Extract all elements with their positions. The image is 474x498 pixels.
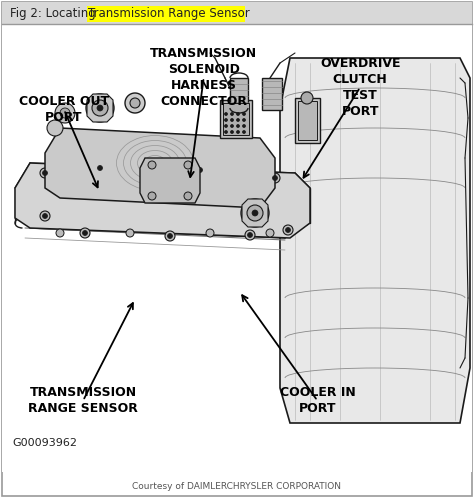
Text: COOLER OUT
PORT: COOLER OUT PORT xyxy=(19,95,109,124)
Circle shape xyxy=(225,113,228,116)
Circle shape xyxy=(243,113,246,116)
Bar xyxy=(220,100,252,138)
Circle shape xyxy=(43,214,47,219)
Circle shape xyxy=(230,113,234,116)
Bar xyxy=(230,78,248,108)
Circle shape xyxy=(237,130,239,133)
Circle shape xyxy=(243,119,246,122)
Circle shape xyxy=(270,173,280,183)
Circle shape xyxy=(98,165,102,170)
Circle shape xyxy=(184,161,192,169)
Circle shape xyxy=(247,233,253,238)
Circle shape xyxy=(43,170,47,175)
Circle shape xyxy=(148,192,156,200)
Circle shape xyxy=(301,92,313,104)
Circle shape xyxy=(167,234,173,239)
Polygon shape xyxy=(15,163,310,238)
Circle shape xyxy=(80,228,90,238)
Circle shape xyxy=(225,130,228,133)
Bar xyxy=(295,98,320,143)
Circle shape xyxy=(237,124,239,127)
Circle shape xyxy=(252,210,258,216)
Circle shape xyxy=(95,163,105,173)
Circle shape xyxy=(148,161,156,169)
Bar xyxy=(223,103,249,135)
Circle shape xyxy=(184,192,192,200)
Circle shape xyxy=(243,124,246,127)
Circle shape xyxy=(230,130,234,133)
Polygon shape xyxy=(280,58,470,423)
Text: TRANSMISSION
SOLENOID
HARNESS
CONNECTOR: TRANSMISSION SOLENOID HARNESS CONNECTOR xyxy=(150,47,257,108)
Circle shape xyxy=(47,120,63,136)
Circle shape xyxy=(198,167,202,172)
Circle shape xyxy=(283,225,293,235)
Circle shape xyxy=(40,168,50,178)
Circle shape xyxy=(126,229,134,237)
Circle shape xyxy=(60,108,70,118)
Circle shape xyxy=(125,93,145,113)
Text: OVERDRIVE
CLUTCH
TEST
PORT: OVERDRIVE CLUTCH TEST PORT xyxy=(320,57,401,118)
Bar xyxy=(262,78,282,110)
Circle shape xyxy=(273,175,277,180)
Text: Courtesy of DAIMLERCHRYSLER CORPORATION: Courtesy of DAIMLERCHRYSLER CORPORATION xyxy=(133,482,341,491)
Text: G00093962: G00093962 xyxy=(12,438,77,448)
Circle shape xyxy=(86,94,114,122)
Bar xyxy=(2,24,472,472)
Circle shape xyxy=(55,103,75,123)
Circle shape xyxy=(237,119,239,122)
Circle shape xyxy=(92,100,108,116)
Circle shape xyxy=(241,199,269,227)
Circle shape xyxy=(225,119,228,122)
Polygon shape xyxy=(242,199,268,227)
Bar xyxy=(2,2,472,24)
Circle shape xyxy=(285,228,291,233)
Bar xyxy=(298,101,317,140)
Text: COOLER IN
PORT: COOLER IN PORT xyxy=(280,386,356,415)
Circle shape xyxy=(56,229,64,237)
Circle shape xyxy=(130,98,140,108)
Circle shape xyxy=(225,124,228,127)
Circle shape xyxy=(40,211,50,221)
Text: Fig 2: Locating: Fig 2: Locating xyxy=(10,6,100,19)
Circle shape xyxy=(245,230,255,240)
Circle shape xyxy=(230,124,234,127)
Text: TRANSMISSION
RANGE SENSOR: TRANSMISSION RANGE SENSOR xyxy=(28,386,138,415)
Circle shape xyxy=(230,119,234,122)
Circle shape xyxy=(243,130,246,133)
Circle shape xyxy=(195,165,205,175)
Circle shape xyxy=(237,113,239,116)
Circle shape xyxy=(97,105,103,111)
Bar xyxy=(87,6,245,22)
Circle shape xyxy=(165,231,175,241)
Polygon shape xyxy=(140,158,200,203)
Circle shape xyxy=(206,229,214,237)
Text: Transmission Range Sensor: Transmission Range Sensor xyxy=(88,6,249,19)
Circle shape xyxy=(82,231,88,236)
Circle shape xyxy=(266,229,274,237)
Polygon shape xyxy=(87,94,113,122)
Circle shape xyxy=(247,205,263,221)
Polygon shape xyxy=(45,128,275,208)
